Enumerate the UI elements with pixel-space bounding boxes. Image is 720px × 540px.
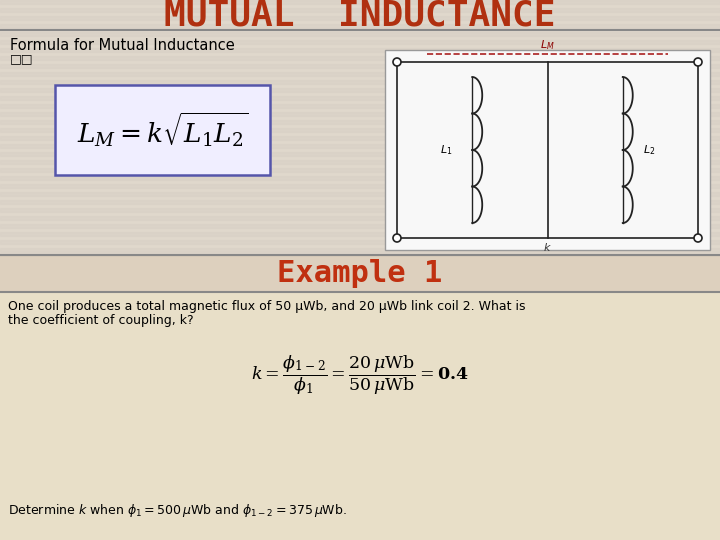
Bar <box>0 168 720 172</box>
Bar <box>0 88 720 92</box>
Bar <box>0 520 720 524</box>
Bar <box>0 296 720 300</box>
Circle shape <box>393 234 401 242</box>
Text: One coil produces a total magnetic flux of 50 μWb, and 20 μWb link coil 2. What : One coil produces a total magnetic flux … <box>8 300 526 313</box>
Bar <box>0 255 720 292</box>
Text: $k$: $k$ <box>543 241 552 253</box>
Bar <box>0 432 720 436</box>
Bar <box>0 136 720 140</box>
Bar <box>0 160 720 164</box>
Bar <box>0 416 720 420</box>
Bar <box>0 280 720 284</box>
Bar <box>0 40 720 44</box>
Bar <box>385 50 710 250</box>
Bar <box>0 216 720 220</box>
Bar <box>0 448 720 452</box>
Bar <box>0 32 720 36</box>
Bar <box>0 8 720 12</box>
Bar <box>0 336 720 340</box>
Bar <box>0 464 720 468</box>
Bar <box>0 56 720 60</box>
Bar <box>0 456 720 460</box>
Bar <box>0 208 720 212</box>
Text: Formula for Mutual Inductance: Formula for Mutual Inductance <box>10 38 235 53</box>
Bar <box>0 496 720 500</box>
Bar <box>0 292 720 540</box>
Bar <box>0 272 720 276</box>
Bar <box>0 352 720 356</box>
Bar <box>0 368 720 372</box>
Bar <box>0 504 720 508</box>
Bar <box>0 152 720 156</box>
Bar <box>0 128 720 132</box>
Bar <box>0 0 720 4</box>
Circle shape <box>694 234 702 242</box>
Bar <box>0 184 720 188</box>
Bar <box>0 408 720 412</box>
Text: $L_2$: $L_2$ <box>643 143 655 157</box>
Text: the coefficient of coupling, k?: the coefficient of coupling, k? <box>8 314 194 327</box>
Bar <box>0 376 720 380</box>
Bar <box>0 400 720 404</box>
Bar <box>0 48 720 52</box>
Bar <box>0 104 720 108</box>
Bar <box>0 72 720 76</box>
Bar <box>0 64 720 68</box>
Text: MUTUAL  INDUCTANCE: MUTUAL INDUCTANCE <box>164 0 556 32</box>
Text: □□: □□ <box>10 52 34 65</box>
Bar <box>0 232 720 236</box>
Circle shape <box>393 58 401 66</box>
Bar <box>55 85 270 175</box>
Bar <box>0 224 720 228</box>
Bar <box>0 288 720 292</box>
Bar <box>0 512 720 516</box>
Bar <box>0 528 720 532</box>
Text: Determine $k$ when $\phi_1 = 500\,\mu$Wb and $\phi_{1-2} = 375\,\mu$Wb.: Determine $k$ when $\phi_1 = 500\,\mu$Wb… <box>8 502 347 519</box>
Bar <box>0 344 720 348</box>
Text: $L_M = k\sqrt{L_1 L_2}$: $L_M = k\sqrt{L_1 L_2}$ <box>76 111 248 150</box>
Bar <box>0 96 720 100</box>
Bar <box>0 24 720 28</box>
Bar <box>0 392 720 396</box>
Bar <box>0 304 720 308</box>
Bar <box>0 264 720 268</box>
Bar <box>0 80 720 84</box>
Bar <box>0 192 720 196</box>
Bar <box>0 424 720 428</box>
Bar <box>0 360 720 364</box>
Circle shape <box>694 58 702 66</box>
Bar <box>0 240 720 244</box>
Bar <box>0 200 720 204</box>
Bar <box>0 320 720 324</box>
Bar <box>0 536 720 540</box>
Text: Example 1: Example 1 <box>277 259 443 288</box>
Bar <box>0 16 720 20</box>
Text: $L_M$: $L_M$ <box>540 38 555 52</box>
Bar <box>0 144 720 148</box>
Bar <box>0 248 720 252</box>
Bar <box>0 312 720 316</box>
Bar <box>0 472 720 476</box>
Bar <box>0 384 720 388</box>
Bar <box>0 480 720 484</box>
Bar <box>0 256 720 260</box>
Text: $k = \dfrac{\phi_{1-2}}{\phi_1} = \dfrac{20\,\mu\mathrm{Wb}}{50\,\mu\mathrm{Wb}}: $k = \dfrac{\phi_{1-2}}{\phi_1} = \dfrac… <box>251 353 469 397</box>
Text: $L_1$: $L_1$ <box>440 143 452 157</box>
Bar <box>0 112 720 116</box>
Bar <box>0 488 720 492</box>
Bar <box>0 120 720 124</box>
Bar <box>0 440 720 444</box>
Bar <box>0 176 720 180</box>
Bar <box>0 328 720 332</box>
